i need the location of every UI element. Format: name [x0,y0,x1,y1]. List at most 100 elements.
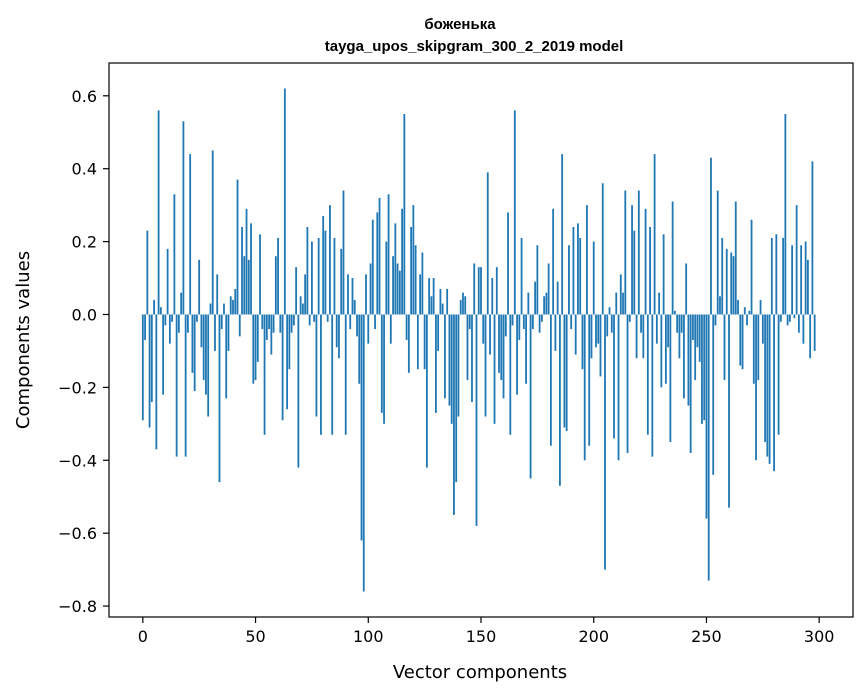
bar-62 [281,314,284,421]
bar-239 [680,314,683,333]
bar-255 [716,190,719,315]
bar-119 [410,227,413,315]
bar-120 [412,205,415,315]
bar-288 [791,245,794,315]
bar-48 [250,223,252,315]
bar-274 [759,299,762,315]
bar-31 [211,150,214,315]
bar-0 [141,314,144,421]
bar-256 [719,296,721,315]
bar-155 [491,278,494,315]
bar-148 [475,314,478,526]
bar-72 [304,274,307,315]
bar-197 [586,205,588,315]
bar-253 [712,314,715,475]
bar-247 [698,314,701,362]
bar-134 [444,314,446,399]
bar-85 [333,237,336,315]
x-tick-label-300: 300 [804,627,835,646]
bar-146 [471,314,473,402]
bar-142 [462,292,464,315]
bar-88 [340,248,343,315]
bar-137 [450,314,453,424]
bar-108 [385,241,388,315]
bar-20 [187,314,189,333]
bar-144 [466,314,469,381]
x-tick-label-150: 150 [466,627,497,646]
bar-184 [556,281,559,315]
bar-157 [495,267,498,315]
bar-290 [795,205,798,315]
bar-1 [144,314,146,340]
bar-47 [247,259,250,315]
bar-252 [710,157,712,315]
bar-22 [191,314,194,373]
bar-9 [162,314,165,395]
bar-203 [599,314,602,377]
bar-145 [468,314,471,330]
bar-261 [730,252,733,315]
bar-192 [574,314,577,355]
chart-title-line1: боженька [424,16,496,33]
bar-56 [268,314,270,330]
bar-249 [703,314,706,421]
bar-129 [432,278,435,315]
bar-294 [804,241,807,315]
bar-61 [279,314,282,333]
bar-180 [547,263,550,315]
bar-292 [800,245,803,315]
bar-228 [655,314,658,344]
bar-77 [315,314,318,417]
bar-214 [624,190,627,315]
bar-182 [552,208,555,315]
bar-243 [689,314,692,453]
bar-30 [209,303,212,315]
bar-224 [646,314,649,435]
bar-103 [374,314,376,330]
bar-97 [360,314,363,541]
bar-185 [559,314,561,486]
bar-98 [362,314,365,592]
bar-19 [184,314,187,457]
bar-80 [322,216,325,315]
bar-57 [270,314,273,355]
y-tick-label-3: −0.2 [58,378,97,397]
bar-66 [290,314,293,333]
y-tick-label-0: −0.8 [58,597,97,616]
bar-45 [243,256,246,315]
x-axis-ticks: 0 50 100 150 200 250 300 [138,617,835,646]
bar-136 [448,314,451,406]
bar-163 [509,314,512,435]
bar-202 [597,314,600,344]
bar-179 [545,292,548,315]
bar-43 [238,314,241,337]
bar-238 [678,314,681,359]
bar-99 [365,274,367,315]
bar-87 [338,314,340,359]
bar-147 [473,263,476,315]
bar-133 [441,303,444,315]
bar-272 [755,314,757,461]
bar-82 [326,314,329,322]
bar-183 [554,314,557,351]
bar-281 [775,234,778,315]
bar-105 [378,197,381,315]
y-tick-label-2: −0.4 [58,451,97,470]
y-tick-label-1: −0.6 [58,524,97,543]
bar-12 [168,314,171,344]
bar-164 [511,314,514,326]
bar-245 [694,314,697,381]
bar-227 [653,154,656,315]
bar-244 [692,314,694,340]
bar-122 [416,314,419,370]
bar-74 [308,314,311,326]
bar-191 [572,227,575,315]
bar-213 [622,292,624,315]
bar-189 [568,245,570,315]
bar-198 [588,314,591,446]
bar-158 [498,314,500,373]
bar-168 [520,237,523,315]
bar-284 [782,237,785,315]
bar-298 [813,314,816,351]
